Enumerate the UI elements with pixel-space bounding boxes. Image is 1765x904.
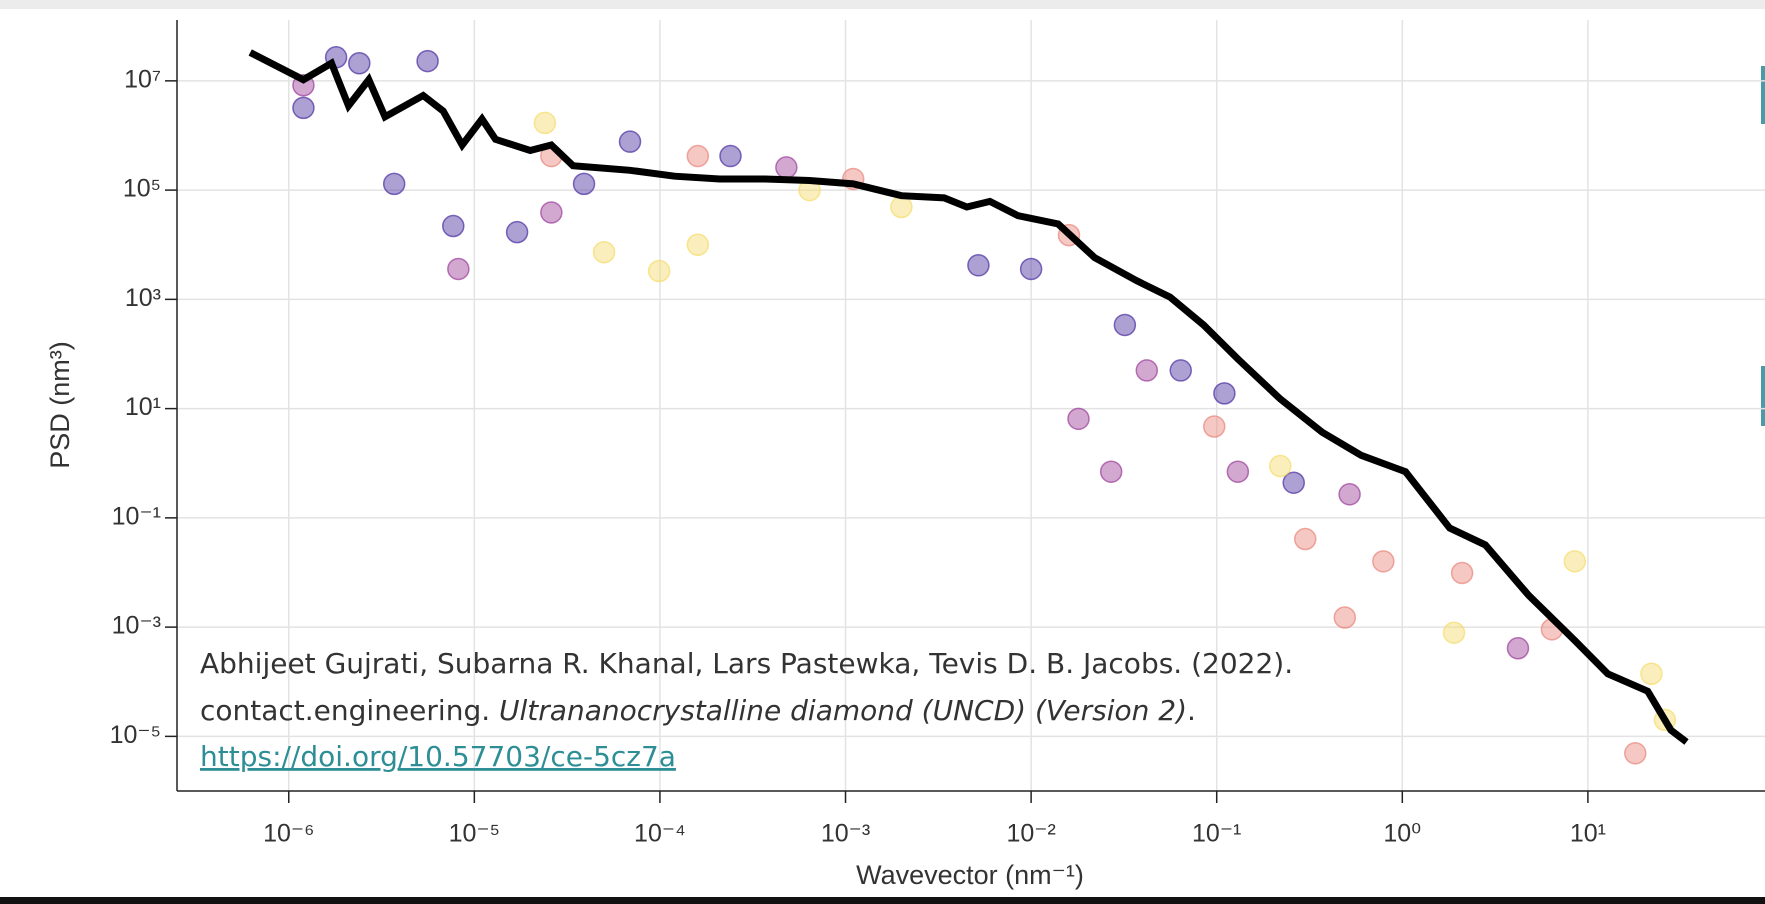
point (1203, 415, 1226, 438)
edge-marker (1761, 366, 1765, 426)
point (647, 259, 671, 283)
point (533, 111, 557, 135)
point (540, 201, 563, 224)
citation-title: contact.engineering. Ultrananocrystallin… (200, 694, 1196, 727)
citation-dataset: Ultrananocrystalline diamond (UNCD) (Ver… (499, 694, 1187, 727)
point (447, 257, 470, 281)
point (1372, 550, 1395, 573)
point (416, 49, 439, 73)
point (719, 144, 742, 168)
point (618, 130, 642, 153)
point (1282, 471, 1305, 494)
point (1213, 382, 1236, 405)
data-layer (248, 46, 1689, 765)
point (1169, 359, 1192, 382)
x-tick-label: 10⁻⁵ (449, 820, 500, 848)
point (1269, 454, 1292, 478)
y-tick-label: 10⁻¹ (112, 502, 161, 530)
y-tick-label: 10¹ (125, 393, 161, 421)
doi-link[interactable]: https://doi.org/10.57703/ce-5cz7a (200, 740, 676, 773)
point (1506, 637, 1530, 660)
bottom-bar (0, 897, 1765, 904)
point (442, 214, 465, 238)
point (1624, 742, 1647, 765)
point (1135, 359, 1159, 382)
y-tick-label: 10⁻³ (112, 612, 161, 640)
scatter-series (292, 46, 1305, 494)
point (348, 51, 371, 75)
x-axis-label: Wavevector (nm⁻¹) (856, 860, 1084, 890)
x-tick-label: 10¹ (1570, 820, 1606, 848)
x-tick-label: 10⁰ (1383, 820, 1421, 848)
point (1099, 460, 1123, 483)
x-tick-label: 10⁻⁴ (634, 820, 686, 848)
y-tick-label: 10³ (125, 284, 161, 312)
y-tick-label: 10⁻⁵ (110, 721, 161, 749)
y-tick-label: 10⁷ (124, 65, 161, 93)
point (1338, 483, 1361, 506)
point (1113, 313, 1137, 337)
point (572, 172, 596, 196)
axes: 10⁻⁶ 10⁻⁵ 10⁻⁴ 10⁻³ 10⁻² 10⁻¹ 10⁰ 10¹ 10⁷ 10⁵ 10³ 1… (110, 20, 1765, 848)
citation-authors: Abhijeet Gujrati, Subarna R. Khanal, Lar… (200, 647, 1293, 680)
point (1333, 606, 1357, 629)
edge-marker (1761, 66, 1765, 124)
y-axis-label: PSD (nm³) (45, 341, 75, 469)
point (1019, 257, 1043, 281)
y-tick-label: 10⁵ (123, 175, 161, 203)
point (1640, 662, 1663, 686)
point (382, 172, 406, 196)
point (890, 195, 913, 219)
point (505, 220, 529, 244)
x-tick-label: 10⁻² (1006, 820, 1055, 848)
point (686, 233, 710, 256)
point (775, 156, 798, 179)
citation-site: contact.engineering. (200, 694, 499, 727)
x-tick-label: 10⁻⁶ (263, 820, 314, 848)
mean-line (248, 49, 1689, 745)
point (1294, 527, 1317, 551)
grid (177, 20, 1765, 791)
point (967, 254, 990, 277)
point (592, 240, 616, 264)
point (292, 96, 315, 120)
point (1067, 407, 1090, 431)
point (1563, 550, 1587, 573)
x-tick-label: 10⁻¹ (1192, 820, 1241, 848)
scatter-series (533, 111, 1677, 732)
point (1450, 561, 1474, 585)
top-bar (0, 0, 1765, 9)
citation-period: . (1187, 694, 1196, 727)
scatter-series (292, 74, 1530, 660)
point (1442, 621, 1466, 644)
x-tick-label: 10⁻³ (821, 820, 870, 848)
point (1226, 460, 1250, 483)
point (686, 144, 710, 168)
